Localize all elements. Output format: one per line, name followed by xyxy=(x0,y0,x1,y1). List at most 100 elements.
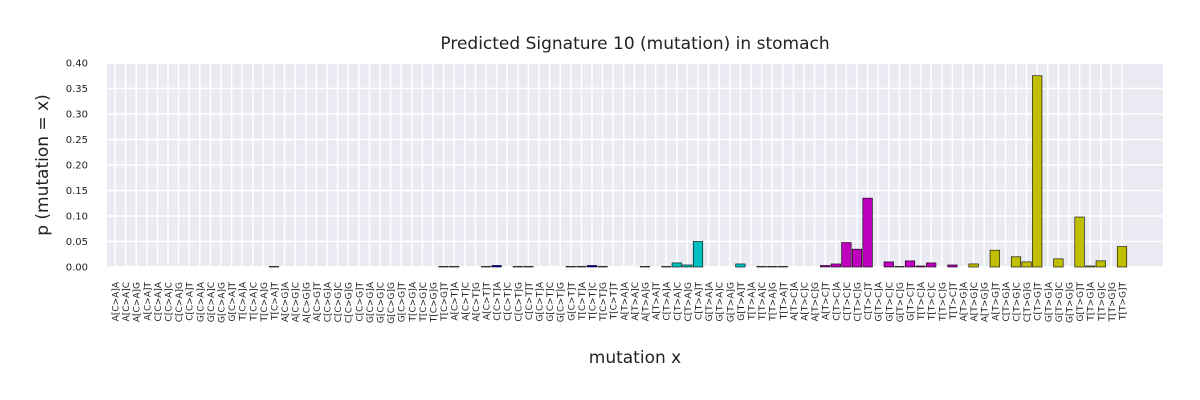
x-tick-label: T[C>A]A xyxy=(239,281,249,322)
bar xyxy=(523,266,534,268)
y-tick-label: 0.00 xyxy=(66,263,88,274)
x-tick-label: G[T>C]C xyxy=(885,282,895,322)
x-tick-label: G[T>A]A xyxy=(705,281,715,321)
x-tick-label: C[C>T]C xyxy=(504,282,514,321)
x-tick-label: A[C>T]T xyxy=(483,281,493,320)
bar xyxy=(735,263,746,268)
x-tick-label: A[T>C]C xyxy=(801,282,811,321)
x-tick-label: G[C>A]G xyxy=(218,282,228,323)
x-tick-label: C[C>T]T xyxy=(525,282,535,321)
bar xyxy=(491,265,502,268)
bar xyxy=(692,241,704,268)
x-tick-label: C[T>C]A xyxy=(832,281,842,321)
bar xyxy=(586,265,598,268)
x-tick-label: A[T>A]A xyxy=(620,281,630,320)
x-tick-label: T[T>G]T xyxy=(1119,281,1129,321)
x-tick-label: T[C>T]A xyxy=(578,281,588,321)
x-tick-label: C[C>A]A xyxy=(154,281,164,321)
x-tick-label: A[T>G]T xyxy=(991,282,1001,321)
x-tick-label: G[C>G]T xyxy=(398,282,408,323)
x-tick-label: A[C>A]C xyxy=(122,282,132,321)
x-tick-label: C[T>C]C xyxy=(843,282,853,321)
x-tick-label: A[C>T]G xyxy=(472,282,482,322)
bar xyxy=(671,262,682,268)
y-tick-label: 0.40 xyxy=(66,59,88,70)
x-tick-label: A[T>G]C xyxy=(970,282,980,321)
bar xyxy=(894,266,905,268)
x-tick-label: C[C>T]A xyxy=(493,281,503,321)
x-tick-label: C[C>A]G xyxy=(175,282,185,322)
x-tick-label: G[T>A]T xyxy=(737,282,747,321)
x-tick-label: G[C>T]C xyxy=(546,282,556,322)
chart-title: Predicted Signature 10 (mutation) in sto… xyxy=(440,34,829,54)
x-tick-label: T[T>C]A xyxy=(917,281,927,321)
x-tick-label: G[T>G]G xyxy=(1066,282,1076,323)
x-axis-label: mutation x xyxy=(589,348,681,368)
y-tick-label: 0.05 xyxy=(66,237,88,248)
bar xyxy=(268,266,280,268)
bar xyxy=(480,266,492,268)
x-tick-label: C[T>A]A xyxy=(663,281,673,321)
x-tick-label: A[C>G]G xyxy=(302,282,312,323)
x-tick-label: C[T>C]G xyxy=(854,282,864,322)
x-tick-label: G[T>G]C xyxy=(1055,282,1065,322)
x-tick-label: G[C>A]T xyxy=(228,282,238,322)
x-tick-label: C[C>G]G xyxy=(345,282,355,323)
x-tick-label: G[C>T]T xyxy=(567,282,577,321)
x-tick-label: A[C>A]T xyxy=(143,282,153,321)
x-tick-label: T[C>T]T xyxy=(610,282,620,321)
x-tick-label: A[T>C]A xyxy=(790,281,800,321)
y-axis-label: p (mutation = x) xyxy=(33,94,53,236)
bar xyxy=(841,242,852,268)
y-tick-label: 0.35 xyxy=(66,84,88,95)
x-tick-label: C[C>G]A xyxy=(324,281,334,322)
x-tick-label: T[T>A]A xyxy=(748,281,758,321)
x-tick-label: T[T>A]T xyxy=(779,282,789,321)
bar xyxy=(576,266,587,268)
x-tick-label: T[T>G]A xyxy=(1087,281,1097,322)
x-tick-label: G[C>T]A xyxy=(536,281,546,321)
y-tick-label: 0.15 xyxy=(66,186,88,197)
x-tick-label: G[C>A]A xyxy=(196,281,206,322)
x-tick-label: T[C>T]G xyxy=(599,282,609,322)
bar xyxy=(438,266,449,268)
bar xyxy=(926,262,937,268)
x-tick-label: C[C>T]G xyxy=(514,282,524,322)
x-tick-label: G[C>G]A xyxy=(366,281,376,323)
bar xyxy=(904,260,916,268)
bar xyxy=(851,248,863,268)
x-tick-label: C[T>G]T xyxy=(1034,282,1044,321)
x-tick-label: G[C>A]C xyxy=(207,282,217,322)
bar xyxy=(1053,258,1064,268)
x-tick-label: A[T>A]T xyxy=(652,282,662,320)
x-tick-label: A[T>A]G xyxy=(642,282,652,321)
y-tick-label: 0.25 xyxy=(66,135,88,146)
bar xyxy=(1074,216,1085,268)
y-tick-label: 0.30 xyxy=(66,110,88,121)
x-tick-label: C[C>G]T xyxy=(355,282,365,322)
x-tick-label: T[T>A]C xyxy=(758,282,768,321)
x-tick-label: C[T>C]T xyxy=(864,282,874,321)
bar xyxy=(661,266,672,268)
x-tick-label: T[C>T]C xyxy=(589,282,599,321)
x-tick-label: A[T>C]T xyxy=(822,281,832,320)
x-tick-label: G[T>G]A xyxy=(1044,281,1054,322)
x-tick-label: A[C>A]A xyxy=(112,281,122,321)
x-tick-label: T[C>A]C xyxy=(249,282,259,322)
bar xyxy=(1116,246,1128,268)
x-tick-label: T[C>A]G xyxy=(260,282,270,323)
x-tick-label: C[T>A]T xyxy=(695,281,705,320)
x-tick-label: G[C>T]G xyxy=(557,282,567,322)
x-tick-label: T[C>G]A xyxy=(408,281,418,322)
x-tick-label: G[T>A]C xyxy=(716,282,726,321)
bar xyxy=(1032,75,1043,268)
x-tick-label: T[C>G]C xyxy=(419,282,429,323)
x-tick-label: T[T>C]G xyxy=(938,282,948,322)
x-tick-label: G[T>C]T xyxy=(907,282,917,321)
bar xyxy=(989,249,1000,268)
x-tick-label: A[C>T]A xyxy=(451,281,461,321)
bar xyxy=(883,261,894,268)
x-tick-label: A[C>G]A xyxy=(281,281,291,322)
bar xyxy=(947,264,958,268)
